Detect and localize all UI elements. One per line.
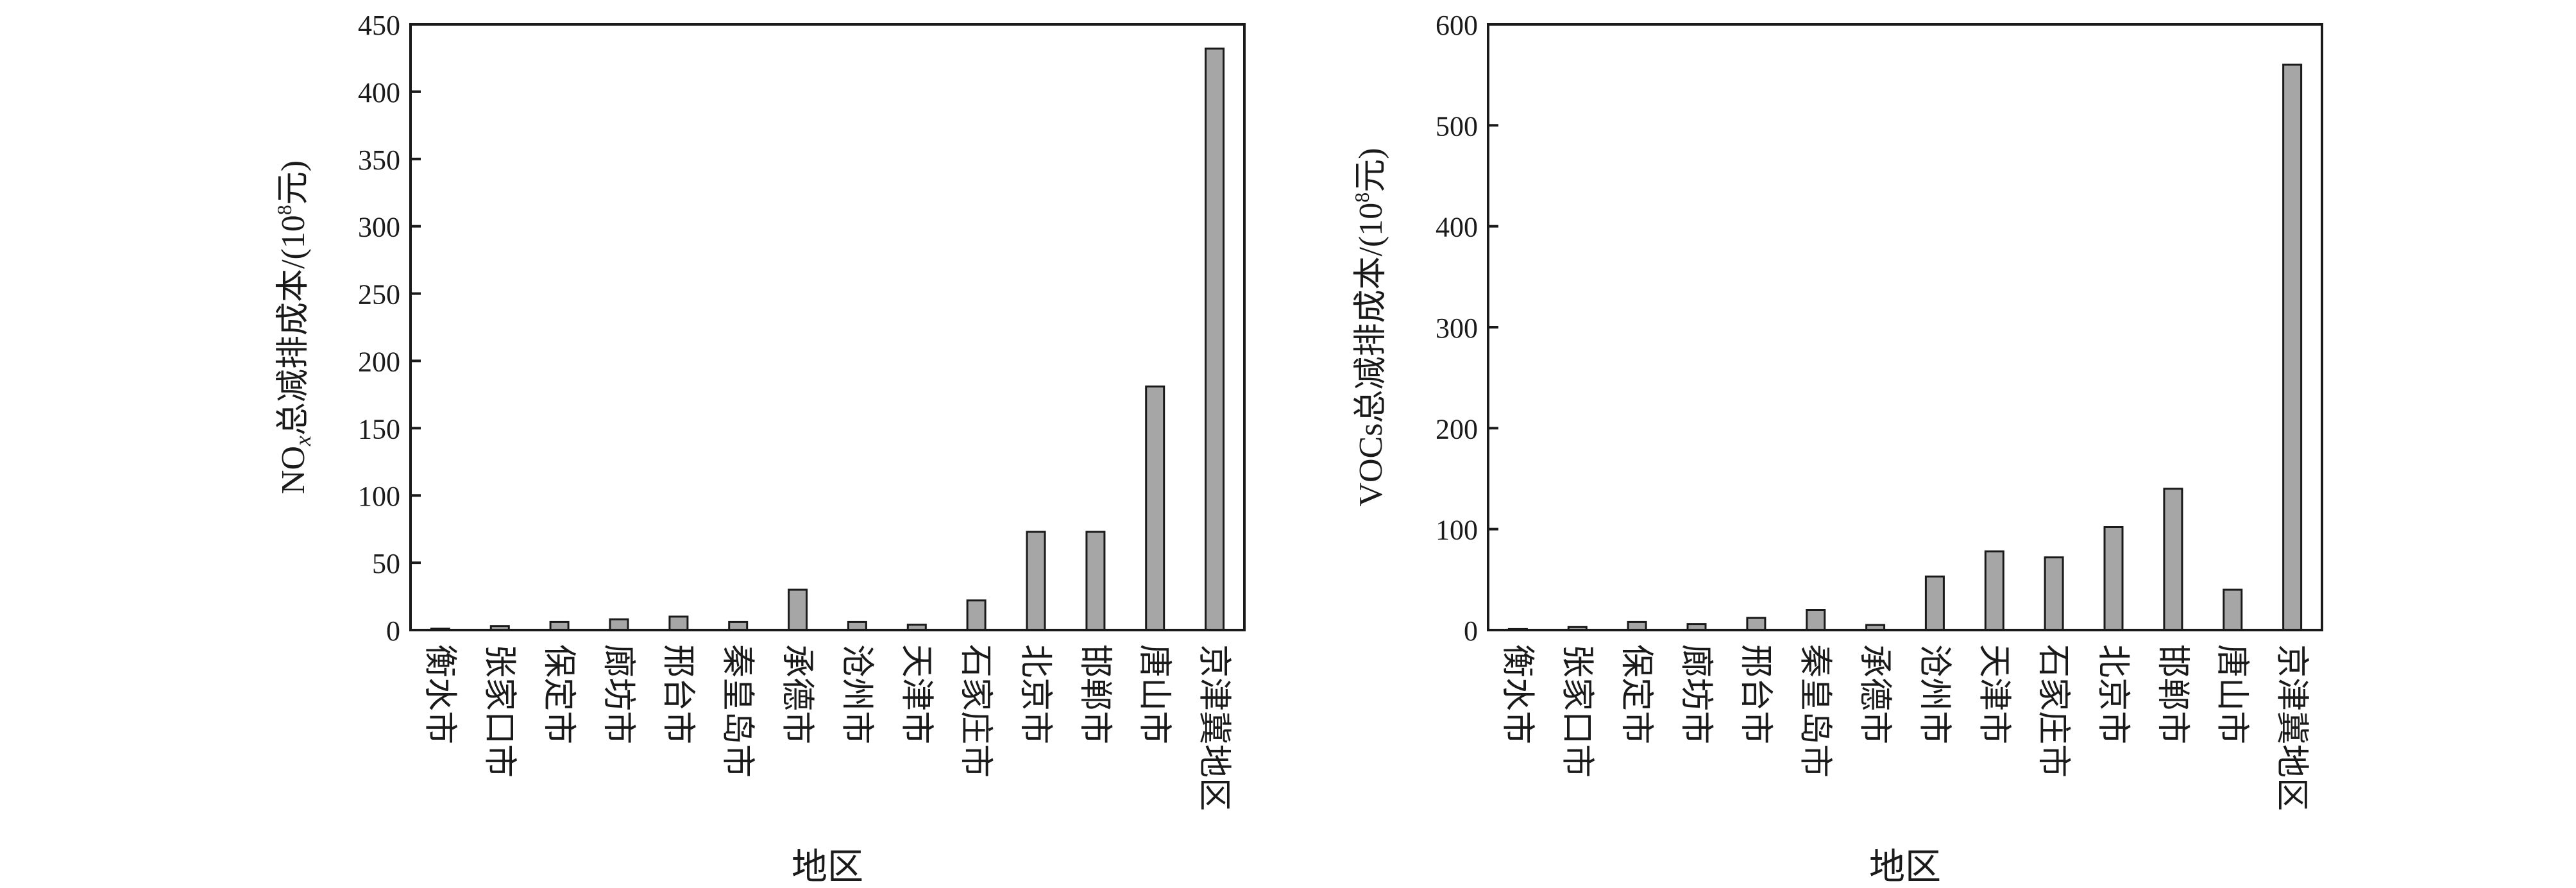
- nox-y-label-sub: x: [290, 436, 316, 447]
- nox-category-label-1: 张家口市: [480, 644, 517, 778]
- vocs-y-label-end: 元): [1353, 148, 1389, 192]
- vocs-category-label-4: 邢台市: [1737, 644, 1774, 744]
- vocs-y-tick-label-6: 600: [1436, 10, 1478, 41]
- vocs-category-label-11: 邯郸市: [2154, 644, 2190, 744]
- vocs-category-label-8: 天津市: [1975, 644, 2012, 744]
- nox-y-tick-label-4: 200: [358, 346, 400, 377]
- vocs-y-tick-label-5: 500: [1436, 110, 1478, 142]
- vocs-category-label-1: 张家口市: [1558, 644, 1595, 778]
- vocs-bar-10: [2103, 526, 2124, 631]
- vocs-category-label-12: 唐山市: [2214, 644, 2251, 744]
- vocs-bar-11: [2163, 488, 2183, 631]
- vocs-y-tick-label-0: 0: [1464, 615, 1478, 647]
- nox-y-tick-label-0: 0: [386, 615, 400, 647]
- nox-y-tick-label-5: 250: [358, 279, 400, 311]
- vocs-category-labels: 衡水市 张家口市 保定市 廊坊市 邢台市 秦皇岛市 承德市 沧州市 天津市 石家庄市 北京市 邯郸市唐…: [1498, 644, 2309, 811]
- vocs-x-axis-label: 地区: [1869, 848, 1941, 887]
- nox-bar-4: [668, 615, 689, 631]
- nox-y-label-end: 元): [275, 160, 312, 205]
- vocs-bar-5: [1806, 609, 1826, 631]
- vocs-bar-7: [1924, 576, 1945, 631]
- nox-y-tick-label-9: 450: [358, 10, 400, 41]
- nox-y-tick-label-2: 100: [358, 481, 400, 512]
- vocs-bar-9: [2044, 556, 2064, 631]
- nox-category-label-12: 唐山市: [1136, 644, 1173, 744]
- nox-category-label-2: 保定市: [540, 644, 577, 744]
- vocs-y-tick-label-1: 100: [1436, 515, 1478, 546]
- vocs-category-label-6: 承德市: [1856, 644, 1893, 744]
- nox-bar-3: [609, 618, 629, 631]
- vocs-category-label-10: 北京市: [2094, 644, 2131, 744]
- vocs-category-label-9: 石家庄市: [2035, 644, 2071, 778]
- vocs-bars: [1507, 64, 2303, 631]
- vocs-category-label-5: 秦皇岛市: [1797, 644, 1833, 778]
- vocs-y-tick-label-3: 300: [1436, 312, 1478, 344]
- vocs-y-tick-label-2: 200: [1436, 413, 1478, 445]
- nox-category-label-7: 沧州市: [838, 644, 874, 744]
- nox-y-label-sup: 8: [273, 205, 296, 215]
- nox-category-label-10: 北京市: [1017, 644, 1053, 744]
- nox-bar-6: [788, 588, 808, 631]
- vocs-y-tick-label-4: 400: [1436, 212, 1478, 243]
- vocs-cost-chart: 0 100 200 300 400 500 600 衡水市 张家口市 保定市 廊坊市 邢台市 秦皇岛市…: [1350, 10, 2323, 887]
- vocs-y-label-main: VOCs总减排成本/(10: [1353, 203, 1389, 507]
- nox-bar-9: [966, 599, 987, 631]
- nox-cost-chart: 0 50 100 150 200 250 300 350 400 450 衡水市 张家口市 保定市 廊坊…: [273, 10, 1246, 887]
- vocs-bar-12: [2223, 588, 2243, 631]
- vocs-y-ticks: 0 100 200 300 400 500 600: [1436, 10, 1498, 647]
- vocs-bar-8: [1984, 550, 2004, 631]
- nox-bars: [430, 47, 1225, 631]
- nox-y-tick-label-8: 400: [358, 77, 400, 108]
- nox-category-label-11: 邯郸市: [1076, 644, 1113, 744]
- nox-y-axis-label: NOx总减排成本/(108元): [273, 160, 316, 494]
- nox-category-label-13: 京津冀地区: [1196, 644, 1232, 811]
- nox-y-tick-label-7: 350: [358, 144, 400, 176]
- vocs-category-label-7: 沧州市: [1915, 644, 1952, 744]
- nox-y-label-main: NO: [275, 446, 312, 494]
- nox-plot-frame: [409, 23, 1246, 631]
- nox-x-axis-label: 地区: [792, 848, 863, 887]
- nox-category-label-0: 衡水市: [421, 644, 457, 744]
- nox-category-label-8: 天津市: [897, 644, 934, 744]
- vocs-y-label-sup: 8: [1350, 192, 1373, 203]
- nox-category-labels: 衡水市 张家口市 保定市 廊坊市 邢台市 秦皇岛市 承德市 沧州市 天津市 石家庄市 北京市 邯郸市唐…: [421, 644, 1232, 811]
- nox-bar-12: [1145, 385, 1165, 631]
- vocs-bar-13: [2282, 64, 2303, 631]
- vocs-category-label-2: 保定市: [1618, 644, 1654, 744]
- nox-category-label-3: 廊坊市: [600, 644, 636, 744]
- nox-category-label-6: 承德市: [779, 644, 815, 744]
- nox-category-label-9: 石家庄市: [957, 644, 994, 778]
- nox-bar-11: [1085, 531, 1106, 631]
- nox-category-label-4: 邢台市: [659, 644, 696, 744]
- nox-bar-13: [1205, 47, 1225, 631]
- nox-bar-10: [1026, 531, 1046, 631]
- nox-y-label-rest: 总减排成本/(10: [275, 215, 312, 436]
- nox-y-tick-label-3: 150: [358, 413, 400, 445]
- vocs-category-label-3: 廊坊市: [1677, 644, 1714, 744]
- nox-y-ticks: 0 50 100 150 200 250 300 350 400 450: [358, 10, 421, 647]
- vocs-y-axis-label: VOCs总减排成本/(108元): [1350, 148, 1389, 506]
- vocs-category-label-0: 衡水市: [1498, 644, 1535, 744]
- vocs-bar-4: [1746, 617, 1767, 631]
- vocs-category-label-13: 京津冀地区: [2273, 644, 2310, 811]
- nox-y-tick-label-6: 300: [358, 212, 400, 243]
- nox-y-tick-label-1: 50: [372, 548, 400, 579]
- vocs-plot-frame: [1487, 23, 2323, 631]
- nox-category-label-5: 秦皇岛市: [719, 644, 756, 778]
